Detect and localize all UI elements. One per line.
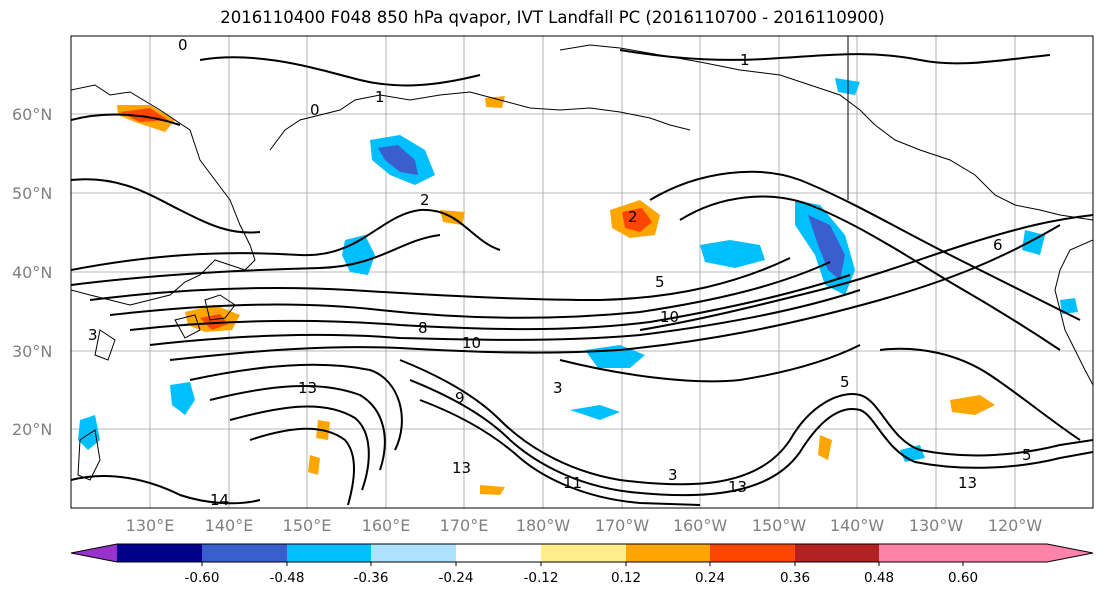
latitude-labels: 60°N 50°N 40°N 30°N 20°N: [12, 105, 52, 439]
contour-label: 9: [455, 389, 465, 407]
colorbar-outline: [70, 543, 1094, 563]
contour-label: 13: [958, 474, 977, 492]
lat-label: 50°N: [12, 184, 52, 203]
map-frame: [70, 35, 1094, 509]
contour-label: 5: [655, 273, 665, 291]
colorbar-segment: [710, 544, 795, 562]
contour-label: 2: [420, 191, 430, 209]
contour-label: 1: [375, 88, 385, 106]
lon-label: 160°W: [673, 516, 728, 535]
colorbar-segment: [795, 544, 879, 562]
colorbar-segment: [626, 544, 710, 562]
lon-label: 170°E: [440, 516, 489, 535]
contour-label: 0: [178, 36, 188, 54]
contour-label: 10: [462, 334, 481, 352]
colorbar-tick-label: 0.48: [864, 570, 894, 586]
contour-label: 3: [88, 326, 98, 344]
figure-title: 2016110400 F048 850 hPa qvapor, IVT Land…: [220, 8, 885, 27]
contour-label: 11: [563, 474, 582, 492]
colorbar-tick-label: -0.12: [524, 570, 559, 586]
lon-label: 140°W: [830, 516, 885, 535]
contour-label: 0: [310, 101, 320, 119]
lat-label: 20°N: [12, 420, 52, 439]
colorbar-segment: [287, 544, 371, 562]
contour-label: 8: [418, 319, 428, 337]
contour-label: 14: [210, 491, 229, 509]
colorbar-tick-label: -0.60: [185, 570, 220, 586]
lat-label: 30°N: [12, 342, 52, 361]
contour-label: 5: [1022, 446, 1032, 464]
contour-label: 1: [740, 51, 750, 69]
colorbar-segment: [456, 544, 541, 562]
lat-label: 40°N: [12, 263, 52, 282]
lon-label: 120°W: [988, 516, 1043, 535]
colorbar-tick-label: 0.36: [780, 570, 810, 586]
colorbar-tick-label: 0.24: [695, 570, 725, 586]
colorbar-segment: [879, 544, 963, 562]
contour-label: 13: [452, 459, 471, 477]
contour-label: 3: [553, 379, 563, 397]
colorbar-segment: [371, 544, 456, 562]
qvapor-shading: [78, 78, 1078, 495]
colorbar-extend-max: [963, 544, 1093, 562]
contour-label: 2: [628, 208, 638, 226]
lon-label: 170°W: [595, 516, 650, 535]
lon-label: 150°W: [752, 516, 807, 535]
lon-label: 160°E: [362, 516, 411, 535]
colorbar-extend-min: [71, 544, 117, 562]
colorbar-tick-label: 0.12: [611, 570, 641, 586]
colorbar-tick-label: -0.48: [270, 570, 305, 586]
lon-label: 140°E: [205, 516, 254, 535]
colorbar-tick-label: 0.60: [948, 570, 978, 586]
contour-labels: 0 1 1 0 2 2 5 10 8 10 13 9 3 5 13 14 11 …: [88, 36, 1032, 509]
colorbar-segment: [541, 544, 626, 562]
colorbar-tick-label: -0.24: [439, 570, 474, 586]
contour-label: 13: [728, 478, 747, 496]
lon-label: 180°W: [516, 516, 571, 535]
ivt-contours: [71, 49, 1093, 506]
colorbar-tick-label: -0.36: [354, 570, 389, 586]
colorbar: -0.60 -0.48 -0.36 -0.24 -0.12 0.12 0.24 …: [70, 543, 1094, 586]
lon-label: 130°W: [909, 516, 964, 535]
lat-label: 60°N: [12, 105, 52, 124]
contour-label: 6: [993, 236, 1003, 254]
lon-label: 150°E: [283, 516, 332, 535]
contour-label: 3: [668, 466, 678, 484]
contour-label: 13: [298, 379, 317, 397]
contour-label: 10: [660, 308, 679, 326]
lon-label: 130°E: [126, 516, 175, 535]
longitude-labels: 130°E 140°E 150°E 160°E 170°E 180°W 170°…: [126, 516, 1043, 535]
colorbar-segment: [202, 544, 287, 562]
colorbar-segment: [117, 544, 202, 562]
contour-label: 5: [840, 373, 850, 391]
